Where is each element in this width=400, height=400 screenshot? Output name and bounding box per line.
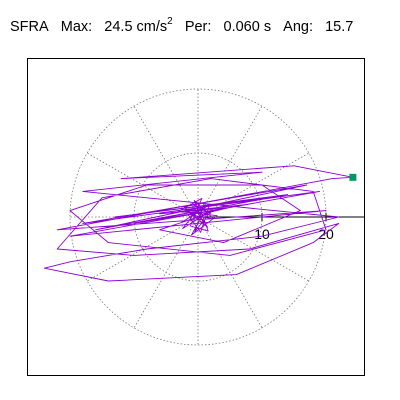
max-unit: cm/s — [136, 19, 168, 35]
grid-spoke-9 — [133, 216, 199, 329]
max-point-marker — [349, 173, 357, 181]
max-label: Max: — [60, 19, 93, 35]
max-value: 24.5 — [104, 19, 133, 35]
grid-spoke-8 — [86, 216, 199, 282]
axis-tick-label-1: 10 — [254, 226, 270, 242]
angle-value: 15.7 — [325, 19, 354, 35]
period-value: 0.060 s — [223, 19, 272, 35]
plot-frame — [27, 58, 365, 376]
motion-trace — [43, 165, 354, 282]
period-label: Per: — [184, 19, 212, 35]
grid-spoke-5 — [133, 105, 199, 218]
max-unit-exponent: 2 — [167, 16, 173, 27]
angle-label: Ang: — [283, 19, 314, 35]
chart-header: SFRA Max: 24.5 cm/s2 Per: 0.060 s Ang: 1… — [10, 16, 354, 37]
station-code: SFRA — [10, 19, 49, 35]
marker-layer — [349, 173, 357, 181]
grid-spoke-11 — [197, 216, 263, 329]
trace-layer — [43, 165, 354, 282]
axis-layer: 10 20 — [198, 213, 364, 242]
grid-spoke-3 — [197, 105, 263, 218]
